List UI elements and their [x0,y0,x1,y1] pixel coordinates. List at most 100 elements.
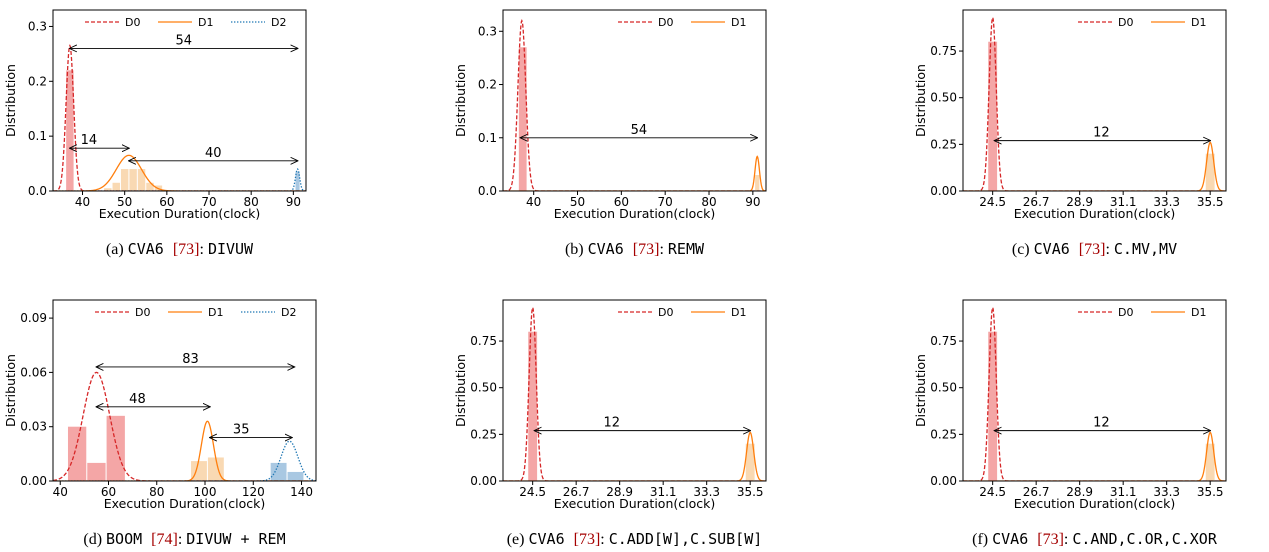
curve-a-d2 [53,168,306,191]
bar-d-d0-2 [106,415,125,481]
bar-a-d1-5 [146,182,154,191]
x-tick-label-b-2: 60 [614,195,629,209]
legend-label-a-d0: D0 [125,16,140,29]
y-tick-label-c-2: 0.50 [930,91,957,105]
legend-label-a-d1: D1 [198,16,213,29]
gap-label-a-0: 54 [175,33,192,48]
axes-frame-b [502,9,767,192]
bar-a-d1-3 [129,169,137,191]
legend-b: D0 D1 [618,16,746,29]
x-tick-label-d-3: 100 [194,485,217,499]
x-axis-label-d: Execution Duration(clock) [104,496,265,511]
y-tick-label-c-1: 0.25 [930,137,957,151]
bar-d-d1-0 [191,461,207,481]
legend-label-a-d2: D2 [271,16,286,29]
x-tick-label-f-3: 31.1 [1110,485,1137,499]
bar-d-d0-1 [87,462,106,481]
y-tick-label-b-1: 0.1 [478,131,497,145]
caption-e: (e) CVA6 [73]: C.ADD[W],C.SUB[W] [507,530,763,548]
x-tick-label-f-2: 28.9 [1066,485,1093,499]
x-tick-label-e-4: 33.3 [693,485,720,499]
y-axis-label-e: Distribution [453,354,468,427]
curve-e-d1 [503,431,766,481]
x-axis-label-f: Execution Duration(clock) [1014,496,1175,511]
legend-label-b-d0: D0 [658,16,673,29]
y-axis-label-b: Distribution [453,64,468,137]
y-tick-label-c-0: 0.00 [930,184,957,198]
x-tick-label-c-3: 31.1 [1110,195,1137,209]
legend-label-d-d1: D1 [208,306,223,319]
y-tick-label-c-3: 0.75 [930,44,957,58]
bar-c-d0-0 [988,41,998,191]
x-tick-label-a-0: 40 [75,195,90,209]
curve-d-d0 [53,371,316,481]
y-tick-label-d-0: 0.00 [20,474,47,488]
bar-a-d1-0 [104,188,112,191]
x-tick-label-c-5: 35.5 [1197,195,1224,209]
gap-label-c-0: 12 [1093,126,1110,141]
x-tick-label-c-1: 26.7 [1023,195,1050,209]
bar-e-d0-0 [528,331,538,481]
y-tick-label-e-2: 0.50 [470,381,497,395]
legend-label-c-d0: D0 [1118,16,1133,29]
legend-label-b-d1: D1 [731,16,746,29]
y-axis-label-a: Distribution [3,64,18,137]
bar-d-d2-0 [270,462,287,481]
legend-d: D0 D1 D2 [95,306,296,319]
y-axis-label-d: Distribution [3,354,18,427]
x-tick-label-e-2: 28.9 [606,485,633,499]
x-axis-label-e: Execution Duration(clock) [554,496,715,511]
x-tick-label-f-0: 24.5 [979,485,1006,499]
bar-d-d0-0 [67,426,87,481]
legend-label-d-d2: D2 [281,306,296,319]
y-tick-label-a-3: 0.3 [28,19,47,33]
chart-panel-a: 54 14 40 40 50 60 70 80 90 0.0 0.1 0.2 0.3 Execution … [3,9,307,258]
caption-a: (a) CVA6 [73]: DIVUW [106,240,254,258]
curve-c-d1 [963,141,1226,191]
x-tick-label-d-4: 120 [242,485,265,499]
y-tick-label-a-1: 0.1 [28,129,47,143]
legend-label-f-d1: D1 [1191,306,1206,319]
bar-d-d2-1 [287,471,304,481]
bar-a-d0-0 [66,70,74,191]
legend-label-e-d0: D0 [658,306,673,319]
x-tick-label-b-4: 80 [701,195,716,209]
axes-frame-a [52,9,307,192]
axes-frame-e [502,299,767,482]
x-tick-label-a-5: 90 [286,195,301,209]
x-tick-label-c-4: 33.3 [1153,195,1180,209]
chart-panel-c: 12 24.5 26.7 28.9 31.1 33.3 35.5 0.00 0.25 0.50 0.… [913,9,1227,258]
x-axis-label-a: Execution Duration(clock) [99,206,260,221]
bar-c-d1-0 [1205,153,1215,191]
bar-a-d2-0 [295,171,300,191]
y-tick-label-f-1: 0.25 [930,427,957,441]
y-tick-label-d-2: 0.06 [20,365,47,379]
gap-label-f-0: 12 [1093,416,1110,431]
bar-a-d1-2 [120,169,129,191]
y-tick-label-f-2: 0.50 [930,381,957,395]
curve-a-d0 [53,44,306,191]
gap-label-b-0: 54 [631,123,648,138]
legend-label-f-d0: D0 [1118,306,1133,319]
caption-b: (b) CVA6 [73]: REMW [565,240,705,258]
axes-frame-f [962,299,1227,482]
x-tick-label-e-3: 31.1 [650,485,677,499]
caption-c: (c) CVA6 [73]: C.MV,MV [1012,240,1177,258]
x-tick-label-b-1: 50 [570,195,585,209]
gap-label-a-1: 14 [81,133,98,148]
axes-frame-c [962,9,1227,192]
x-tick-label-b-5: 90 [745,195,760,209]
legend-c: D0 D1 [1078,16,1206,29]
x-axis-label-c: Execution Duration(clock) [1014,206,1175,221]
curve-e-d0 [503,306,766,481]
x-tick-label-d-5: 140 [290,485,313,499]
x-tick-label-e-0: 24.5 [519,485,546,499]
legend-a: D0 D1 D2 [85,16,286,29]
chart-panel-f: 12 24.5 26.7 28.9 31.1 33.3 35.5 0.00 0.25 0.50 0.… [913,299,1227,548]
legend-label-e-d1: D1 [731,306,746,319]
curve-f-d1 [963,431,1226,481]
bar-a-d1-1 [112,182,120,191]
x-tick-label-a-4: 80 [244,195,259,209]
y-tick-label-e-0: 0.00 [470,474,497,488]
